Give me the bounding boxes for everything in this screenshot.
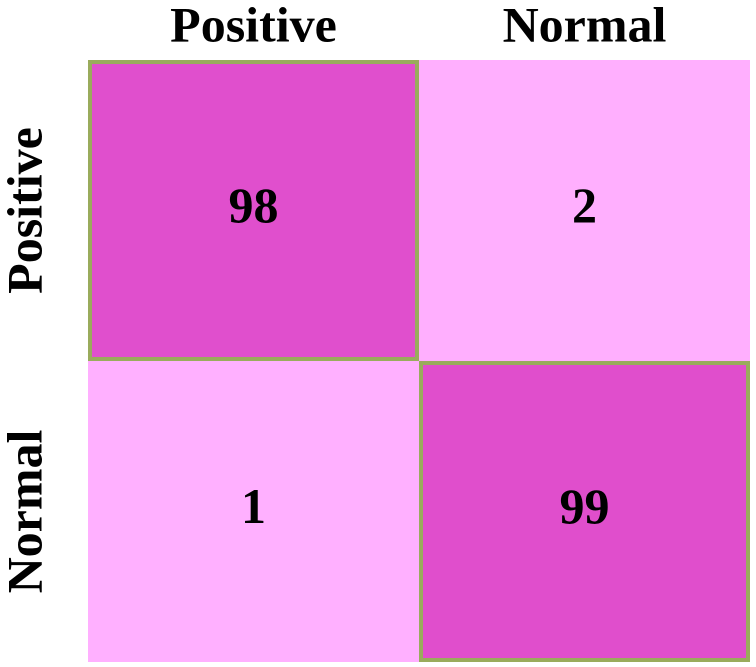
cell-label: 1: [241, 478, 266, 534]
cell: [419, 361, 750, 662]
cell: [88, 361, 419, 662]
cell-label: 99: [560, 478, 610, 534]
cell-label: 98: [229, 177, 279, 233]
cell: [88, 60, 419, 361]
x-tick-label: Positive: [170, 0, 337, 52]
y-tick-label: Positive: [0, 127, 52, 294]
cell-label: 2: [572, 177, 597, 233]
cell: [419, 60, 750, 361]
y-tick-label: Normal: [0, 429, 52, 593]
x-tick-label: Normal: [503, 0, 667, 52]
